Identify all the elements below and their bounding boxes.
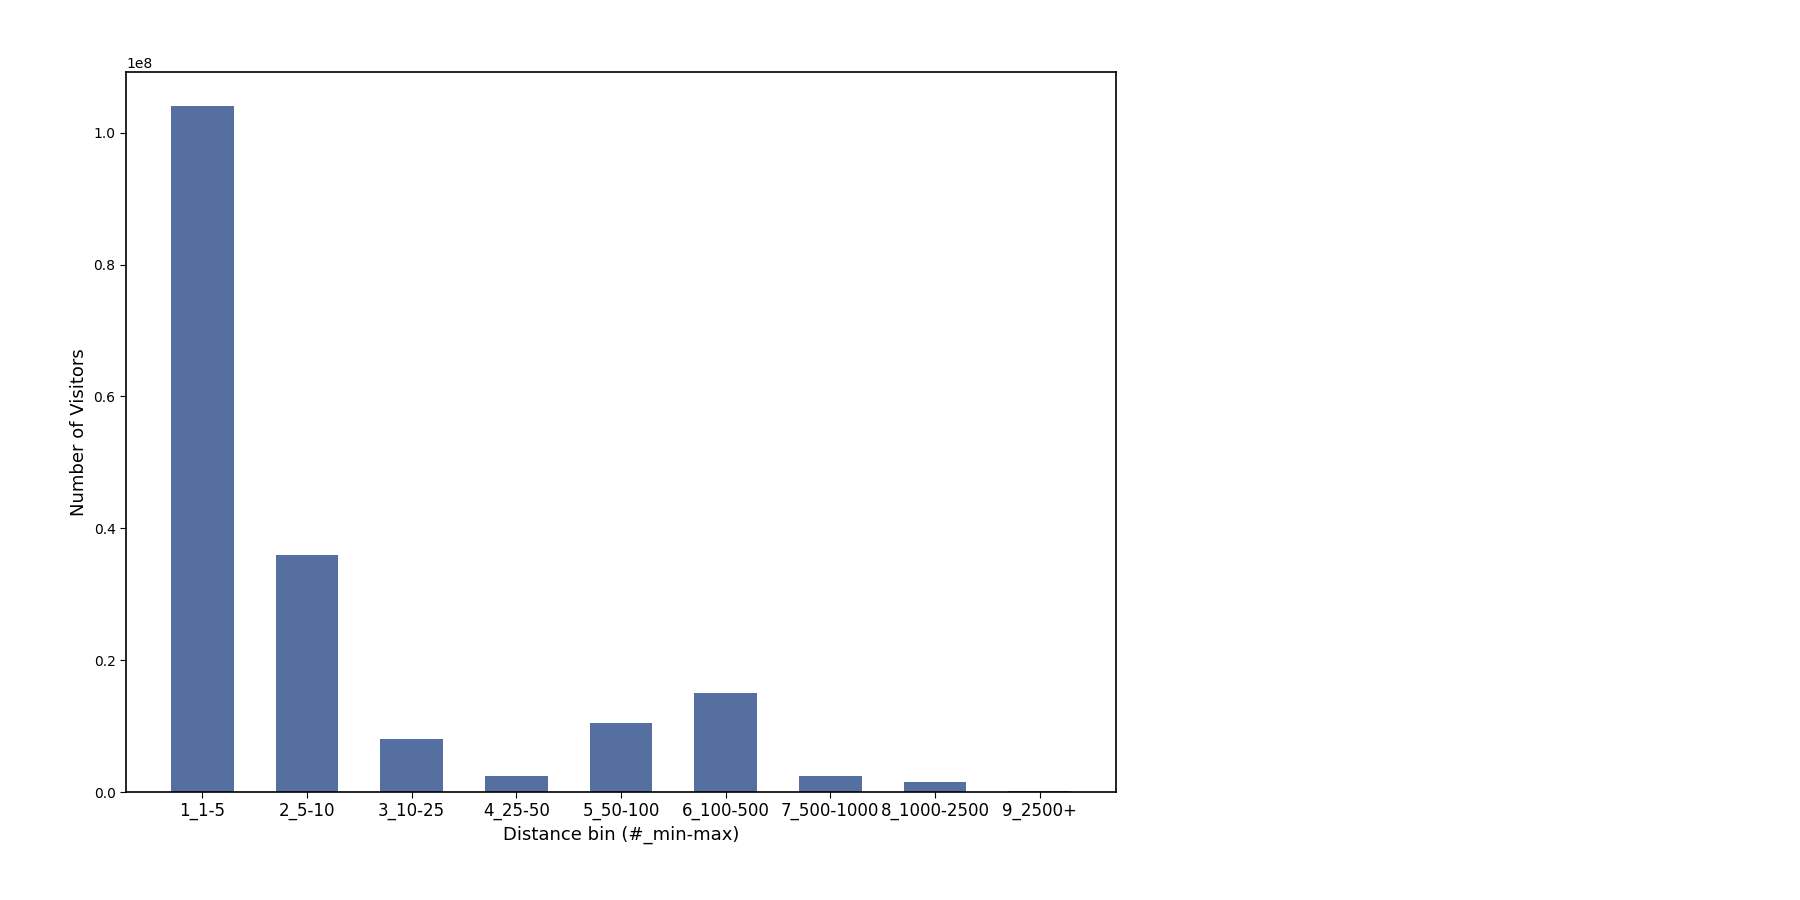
Bar bbox=[275, 554, 338, 792]
Bar bbox=[590, 723, 652, 792]
Bar bbox=[799, 776, 862, 792]
Bar bbox=[484, 776, 547, 792]
Y-axis label: Number of Visitors: Number of Visitors bbox=[70, 348, 88, 516]
Bar bbox=[1008, 791, 1071, 792]
Bar bbox=[904, 782, 967, 792]
X-axis label: Distance bin (#_min-max): Distance bin (#_min-max) bbox=[502, 826, 740, 844]
Bar bbox=[695, 693, 758, 792]
Bar bbox=[171, 106, 234, 792]
Bar bbox=[380, 739, 443, 792]
